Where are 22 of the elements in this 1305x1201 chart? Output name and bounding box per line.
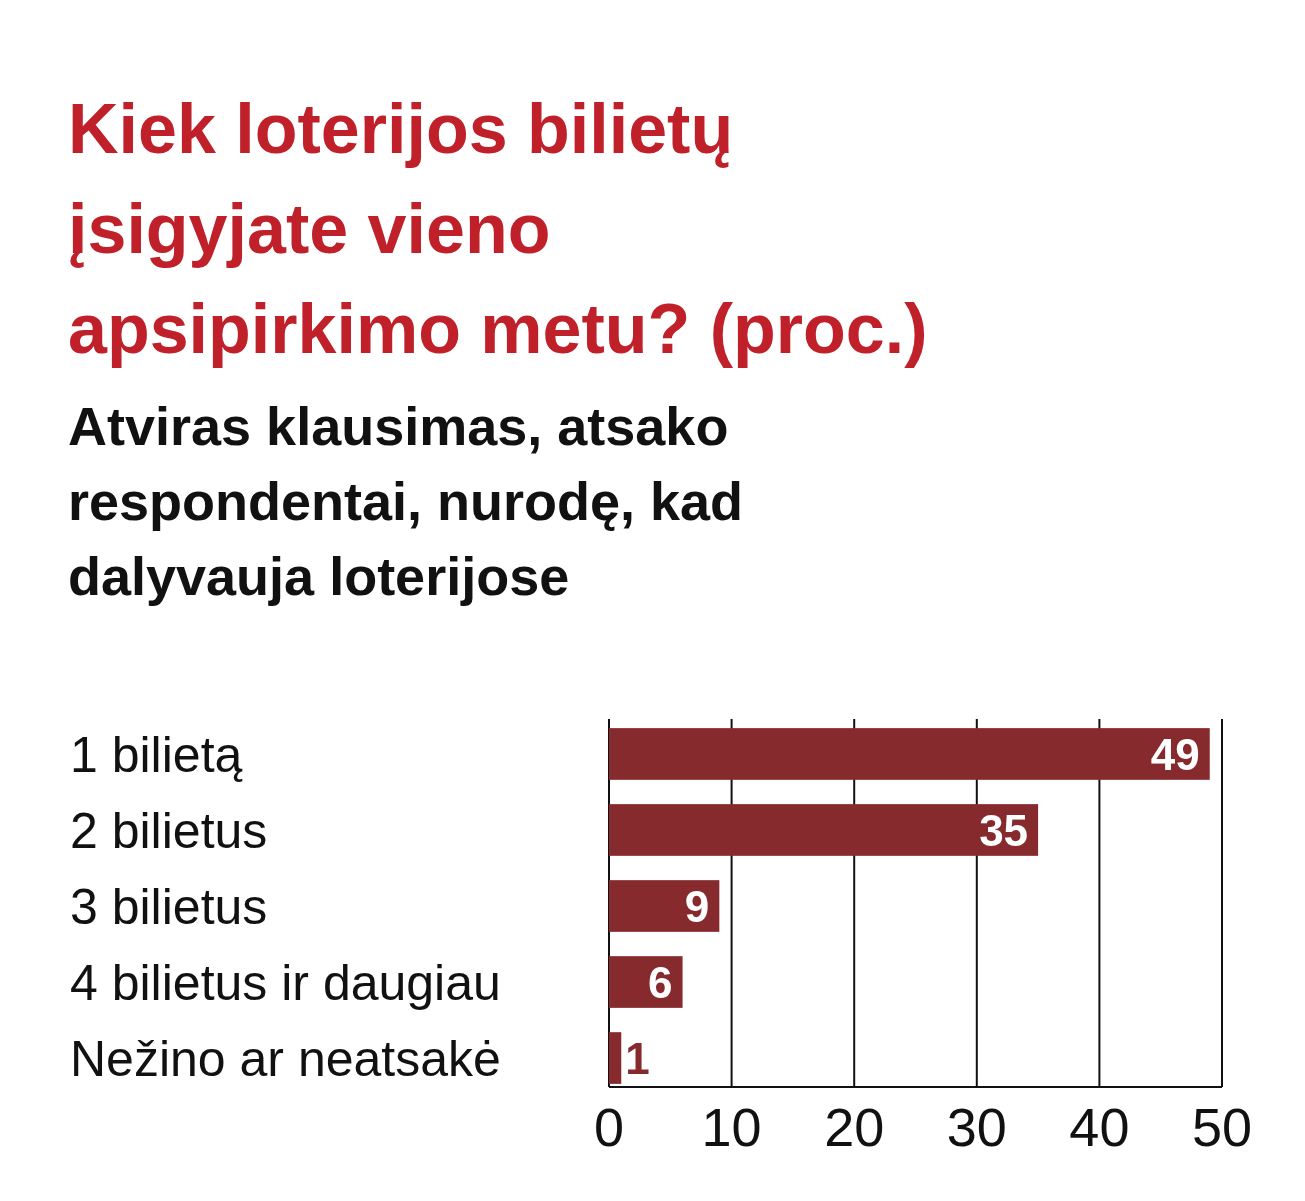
bar	[609, 804, 1039, 856]
x-tick-label: 50	[1191, 1097, 1253, 1157]
bar	[609, 880, 720, 932]
bar	[609, 728, 1210, 780]
data-label: 49	[1150, 729, 1200, 779]
data-label: 9	[684, 881, 710, 931]
x-tick-label: 0	[593, 1097, 625, 1157]
x-tick-label: 30	[946, 1097, 1007, 1157]
x-tick-label: 40	[1069, 1097, 1130, 1157]
data-label: 6	[648, 957, 673, 1007]
data-label: 35	[979, 805, 1029, 855]
bar	[609, 1032, 622, 1084]
y-tick-label: Nežino ar neatsakė	[70, 1031, 501, 1088]
x-tick-label: 10	[701, 1097, 762, 1157]
y-tick-label: 4 bilietus ir daugiau	[70, 955, 501, 1012]
y-tick-label: 3 bilietus	[70, 879, 268, 935]
y-tick-label: 2 bilietus	[70, 802, 268, 859]
chart-subtitle: Atviras klausimas, atsako respondentai, nurodę, kad dalyvauja loterijose	[68, 396, 744, 606]
x-tick-label: 20	[824, 1097, 885, 1157]
chart-title: Kiek loterijos bilietų įsigyjate vieno apsipirkimo metu? (proc.)	[68, 90, 928, 368]
data-label: 1	[625, 1033, 650, 1083]
y-tick-label: 1 bilietą	[70, 726, 243, 783]
